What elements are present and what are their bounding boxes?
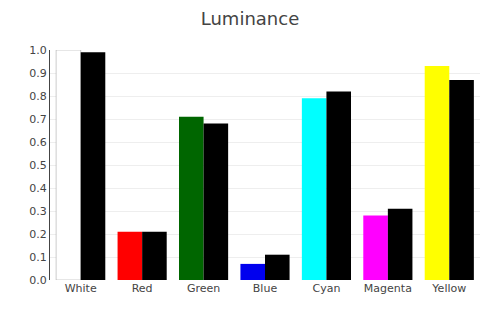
svg-text:Blue: Blue [253,282,278,295]
svg-text:0.2: 0.2 [29,228,47,241]
svg-text:0.7: 0.7 [29,113,47,126]
svg-text:Luminance: Luminance [201,8,299,29]
svg-text:Cyan: Cyan [312,282,340,295]
svg-text:0.3: 0.3 [29,205,47,218]
svg-text:Yellow: Yellow [431,282,466,295]
svg-text:Magenta: Magenta [364,282,412,295]
svg-text:0.5: 0.5 [29,159,47,172]
svg-text:0.4: 0.4 [29,182,47,195]
svg-text:0.1: 0.1 [29,251,47,264]
svg-text:0.9: 0.9 [29,67,47,80]
svg-text:1.0: 1.0 [29,44,47,57]
svg-text:0.0: 0.0 [29,274,47,287]
svg-text:Red: Red [132,282,153,295]
svg-text:0.6: 0.6 [29,136,47,149]
svg-text:Green: Green [187,282,220,295]
svg-text:0.8: 0.8 [29,90,47,103]
svg-text:White: White [65,282,97,295]
